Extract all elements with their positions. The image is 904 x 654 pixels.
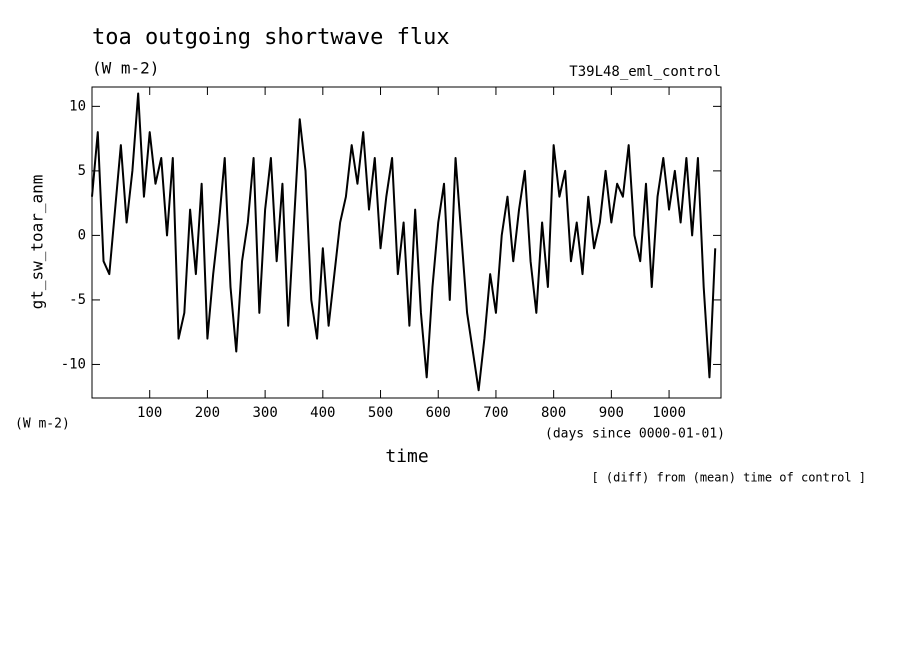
run-label: T39L48_eml_control xyxy=(569,64,721,80)
x-tick-label: 800 xyxy=(541,405,566,421)
note: [ (diff) from (mean) time of control ] xyxy=(591,471,866,485)
x-tick-label: 200 xyxy=(195,405,220,421)
y-tick-label: 10 xyxy=(69,98,86,114)
x-tick-label: 900 xyxy=(599,405,624,421)
x-tick-label: 400 xyxy=(310,405,335,421)
x-tick-label: 600 xyxy=(426,405,451,421)
x-unit: (days since 0000-01-01) xyxy=(545,427,725,442)
x-axis-label: time xyxy=(385,446,428,467)
x-tick-label: 300 xyxy=(252,405,277,421)
y-tick-label: -5 xyxy=(69,292,86,308)
chart-subtitle: (W m-2) xyxy=(92,59,159,78)
x-tick-label: 500 xyxy=(368,405,393,421)
plot-frame xyxy=(91,86,722,399)
x-tick-label: 700 xyxy=(483,405,508,421)
y-axis-label: gt_sw_toar_anm xyxy=(28,175,47,310)
data-line xyxy=(91,92,717,392)
y-tick-label: 5 xyxy=(78,163,86,179)
y-tick-label: -10 xyxy=(61,356,86,372)
y-tick-label: 0 xyxy=(78,227,86,243)
chart-title: toa outgoing shortwave flux xyxy=(92,25,450,50)
x-tick-label: 1000 xyxy=(652,405,686,421)
x-tick-label: 100 xyxy=(137,405,162,421)
y-unit: (W m-2) xyxy=(15,417,70,432)
